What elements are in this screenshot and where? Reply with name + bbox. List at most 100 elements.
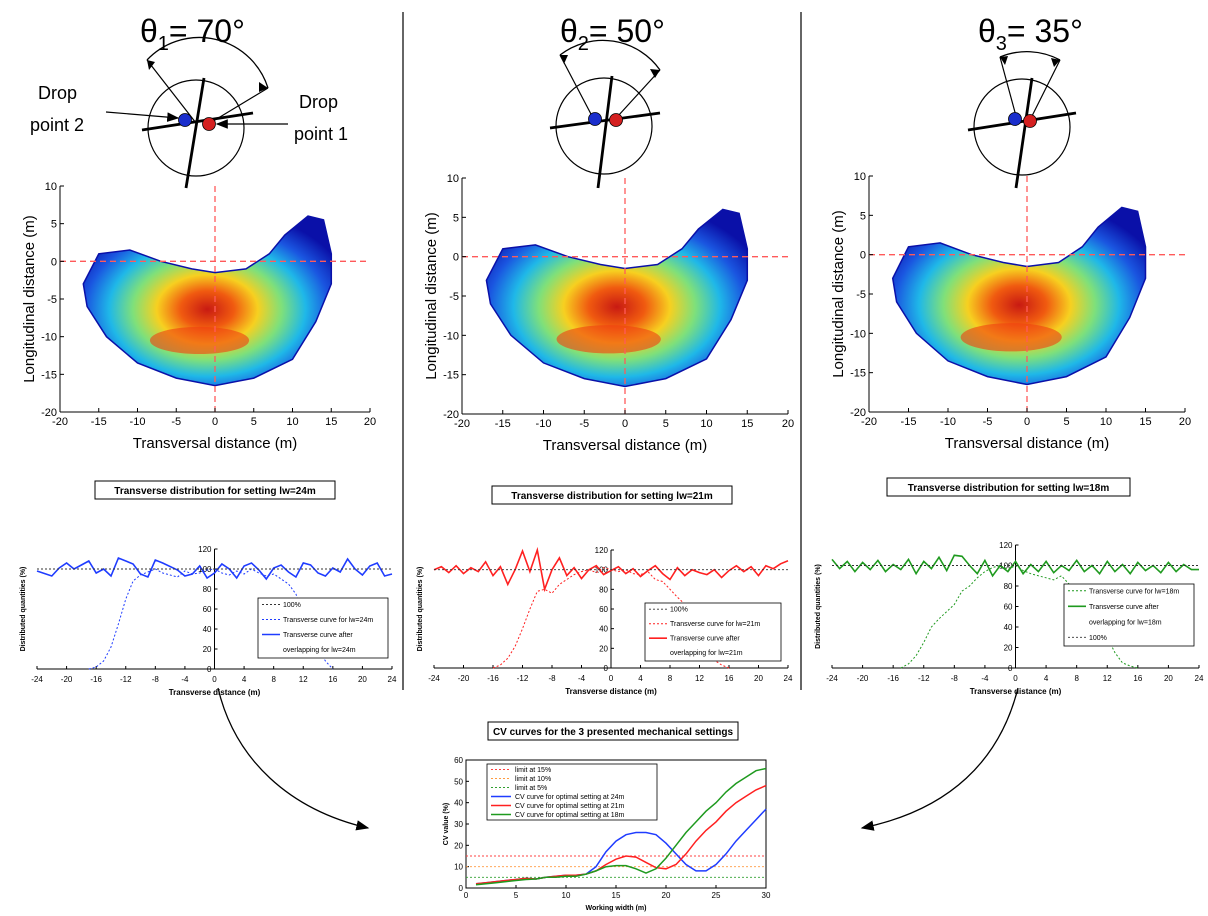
y-tick-label: 100 — [198, 565, 212, 574]
y-tick-label: 10 — [45, 181, 57, 193]
y-tick-label: 20 — [599, 644, 608, 653]
y-tick-label: 40 — [1004, 623, 1013, 632]
heatmap-2: -20 -15 -10 -5 0 5 10 15 20 10 5 0 -5 -10 -15 -20 Transv… — [423, 173, 794, 454]
x-tick-label: -8 — [951, 674, 959, 683]
legend-box — [257, 597, 389, 659]
y-tick-label: -15 — [850, 368, 866, 380]
legend-label: 100% — [1089, 635, 1107, 642]
drop-point-1-label-line2: point 1 — [294, 124, 348, 144]
x-tick-label: -12 — [517, 674, 529, 683]
x-tick-label: -24 — [31, 675, 43, 684]
legend-label: Transverse curve after — [1089, 604, 1159, 611]
y-tick-label: 30 — [454, 820, 463, 829]
y-tick-label: 5 — [51, 219, 57, 231]
x-tick-label: 20 — [754, 674, 763, 683]
x-tick-label: 15 — [325, 416, 337, 428]
y-tick-label: -5 — [856, 289, 866, 301]
y-tick-label: -20 — [443, 409, 459, 421]
x-tick-label: -4 — [578, 674, 586, 683]
x-tick-label: -10 — [940, 416, 956, 428]
x-tick-label: -20 — [61, 675, 73, 684]
disc-diagram-1 — [105, 36, 288, 189]
x-tick-label: 24 — [784, 674, 793, 683]
x-tick-label: -8 — [548, 674, 556, 683]
y-tick-label: -15 — [41, 369, 57, 381]
x-tick-label: -10 — [536, 418, 552, 430]
x-tick-label: 5 — [663, 418, 669, 430]
x-tick-label: 15 — [741, 418, 753, 430]
legend-label: overlapping for lw=21m — [670, 650, 743, 657]
y-tick-label: 60 — [599, 605, 608, 614]
y-tick-label: 10 — [854, 171, 866, 183]
series-line — [88, 568, 334, 670]
x-tick-label: 20 — [1179, 416, 1191, 428]
y-tick-label: 60 — [203, 605, 212, 614]
y-tick-label: 120 — [198, 545, 212, 554]
x-tick-label: 20 — [364, 416, 376, 428]
disc-diagram-3 — [967, 50, 1077, 189]
y-tick-label: 80 — [599, 585, 608, 594]
legend-box — [644, 602, 782, 662]
x-tick-label: 20 — [1164, 674, 1173, 683]
y-tick-label: -5 — [47, 294, 57, 306]
legend-box — [1063, 583, 1195, 647]
y-tick-label: -5 — [449, 291, 459, 303]
x-tick-label: -15 — [495, 418, 511, 430]
x-tick-label: -12 — [120, 675, 132, 684]
x-tick-label: 5 — [514, 891, 519, 900]
y-tick-label: 40 — [203, 625, 212, 634]
x-tick-label: 20 — [662, 891, 671, 900]
x-tick-label: 12 — [695, 674, 704, 683]
x-tick-label: 16 — [328, 675, 337, 684]
spread-pattern — [485, 208, 749, 388]
heatmap-y-label: Longitudinal distance (m) — [830, 210, 847, 378]
hot-zone — [556, 325, 661, 354]
chart-y-label: Distributed quantities (%) — [815, 564, 822, 649]
chart-title-box — [94, 480, 336, 500]
x-tick-label: 20 — [782, 418, 794, 430]
x-tick-label: -5 — [579, 418, 589, 430]
x-tick-label: -12 — [918, 674, 930, 683]
chart-title-box — [491, 485, 733, 505]
heatmap-x-label: Transversal distance (m) — [945, 435, 1110, 452]
legend-label: Transverse curve for lw=21m — [670, 621, 760, 628]
x-tick-label: 15 — [1139, 416, 1151, 428]
chart-title: Transverse distribution for setting lw=1… — [908, 483, 1110, 494]
x-tick-label: 10 — [700, 418, 712, 430]
x-tick-label: 10 — [286, 416, 298, 428]
x-tick-label: 0 — [1013, 674, 1018, 683]
x-tick-label: -16 — [487, 674, 499, 683]
legend-label: 100% — [670, 607, 688, 614]
x-tick-label: 15 — [612, 891, 621, 900]
x-tick-label: 16 — [1133, 674, 1142, 683]
cv-legend-label: limit at 15% — [515, 767, 551, 774]
legend-label: Transverse curve after — [670, 636, 740, 643]
cv-title: CV curves for the 3 presented mechanical… — [493, 727, 734, 738]
legend-label: Transverse curve for lw=18m — [1089, 588, 1179, 595]
cv-series-line — [475, 767, 767, 886]
x-tick-label: 12 — [299, 675, 308, 684]
y-tick-label: 5 — [860, 210, 866, 222]
y-tick-label: 0 — [1008, 664, 1013, 673]
chart-x-label: Transverse distance (m) — [565, 687, 657, 696]
legend-label: 100% — [283, 602, 301, 609]
y-tick-label: -20 — [850, 407, 866, 419]
chart-y-label: Distributed quantities (%) — [20, 567, 27, 652]
cv-y-label: CV value (%) — [443, 803, 450, 845]
x-tick-label: 0 — [212, 416, 218, 428]
heatmap-x-label: Transversal distance (m) — [133, 435, 298, 452]
transverse-chart-3: Transverse distribution for setting lw=1… — [815, 477, 1204, 696]
x-tick-label: 4 — [242, 675, 247, 684]
y-tick-label: 60 — [1004, 603, 1013, 612]
x-tick-label: 4 — [1044, 674, 1049, 683]
transverse-chart-1: Transverse distribution for setting lw=2… — [20, 480, 397, 697]
x-tick-label: -20 — [454, 418, 470, 430]
y-tick-label: -10 — [41, 332, 57, 344]
chart-title: Transverse distribution for setting lw=2… — [511, 491, 713, 502]
heatmap-y-label: Longitudinal distance (m) — [21, 215, 38, 383]
y-tick-label: 50 — [454, 777, 463, 786]
disc-diagram-2 — [549, 39, 661, 189]
transverse-charts: Transverse distribution for setting lw=2… — [20, 477, 1204, 697]
y-tick-label: 120 — [595, 546, 609, 555]
y-tick-label: 40 — [454, 799, 463, 808]
